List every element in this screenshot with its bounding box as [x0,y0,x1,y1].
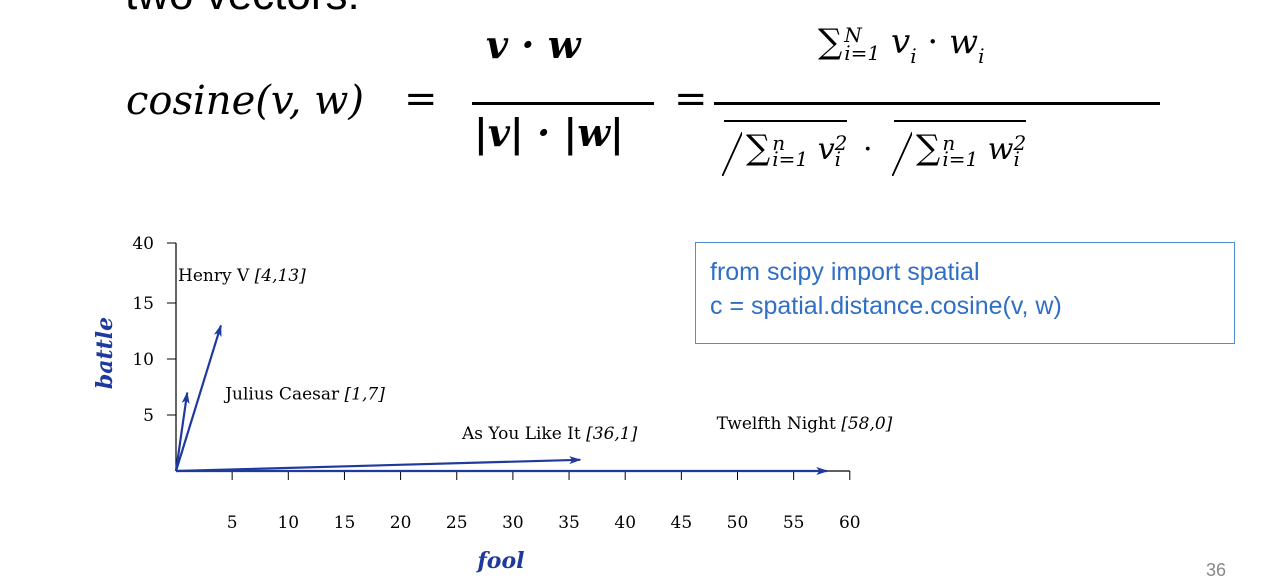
x-tick-label-5: 5 [227,513,238,533]
x-tick-label-35: 35 [558,513,580,533]
vector-as-you-like-it [175,456,582,473]
num-w: w [949,22,979,62]
sum-sign: ∑ [818,22,843,62]
den-sum-v: ∑ [746,128,771,168]
y-tick-label-15: 15 [132,294,154,314]
den-w-sup: 2 [1013,131,1027,155]
frac2-bar [714,102,1160,105]
den-sum-w: ∑ [916,128,941,168]
vector-label-julius-caesar: Julius Caesar [1,7] [223,385,385,405]
code-line-import: from scipy import spatial [710,258,980,286]
num-w-sub: i [978,44,985,68]
chart-vectors [174,324,829,475]
vector-coords-julius-caesar: [1,7] [345,385,386,405]
x-axis-title: fool [475,548,524,574]
x-tick-label-15: 15 [334,513,356,533]
sum-upper: N [844,23,862,47]
x-tick-label-10: 10 [277,513,299,533]
vector-coords-as-you-like-it: [36,1] [586,424,637,444]
x-tick-label-25: 25 [446,513,468,533]
x-tick-label-40: 40 [614,513,636,533]
frac1-denominator: |v| · |w| [474,110,624,155]
formula-equals-1: = [404,76,438,122]
code-line-cosine: c = spatial.distance.cosine(v, w) [710,292,1062,320]
y-tick-label-40: 40 [132,234,154,254]
den-v: v [817,132,835,167]
vector-julius-caesar [174,391,190,472]
vector-name-as-you-like-it: As You Like It [461,424,586,444]
x-tick-label-50: 50 [727,513,749,533]
den-mul: · [862,132,873,167]
y-tick-label-5: 5 [143,406,154,426]
y-tick-label-10: 10 [132,350,154,370]
den-sum-w-lower: i=1 [942,147,979,171]
x-tick-label-45: 45 [671,513,693,533]
chart-labels: 5 10 15 20 25 30 35 40 45 50 55 60 5 10 15 40 fool battle… [92,234,893,574]
slide-number: 36 [1206,560,1227,580]
den-sum-v-lower: i=1 [772,147,809,171]
x-tick-label-60: 60 [839,513,861,533]
x-tick-label-55: 55 [783,513,805,533]
den-w-sub: i [1013,147,1020,171]
vector-name-twelfth-night: Twelfth Night [717,414,842,434]
den-v-sub: i [834,147,842,171]
num-v-sub: i [910,44,917,68]
vector-label-as-you-like-it: As You Like It [36,1] [461,424,638,444]
slide-heading-partial: two vectors: [125,0,360,20]
vector-henry-v [174,324,222,472]
formula-lhs: cosine(v, w) [126,78,364,124]
den-w: w [987,132,1014,167]
vector-name-henry-v: Henry V [178,266,255,286]
x-tick-label-30: 30 [502,513,524,533]
vector-coords-henry-v: [4,13] [255,266,306,286]
vector-coords-twelfth-night: [58,0] [841,414,892,434]
code-box: from scipy import spatial c = spatial.di… [695,242,1235,344]
den-sum-w-upper: n [942,131,956,155]
frac1-bar [472,102,654,105]
vector-label-henry-v: Henry V [4,13] [178,266,306,286]
formula-equals-2: = [674,76,708,122]
y-axis-title: battle [92,317,118,389]
den-sum-v-upper: n [772,131,786,155]
den-v-sup: 2 [834,131,848,155]
num-mul: · [927,22,939,62]
vector-label-twelfth-night: Twelfth Night [58,0] [717,414,893,434]
vector-name-julius-caesar: Julius Caesar [223,385,344,405]
frac1-numerator: v · w [486,22,581,67]
x-tick-label-20: 20 [390,513,412,533]
num-v: v [890,22,911,62]
sum-lower: i=1 [844,41,881,65]
